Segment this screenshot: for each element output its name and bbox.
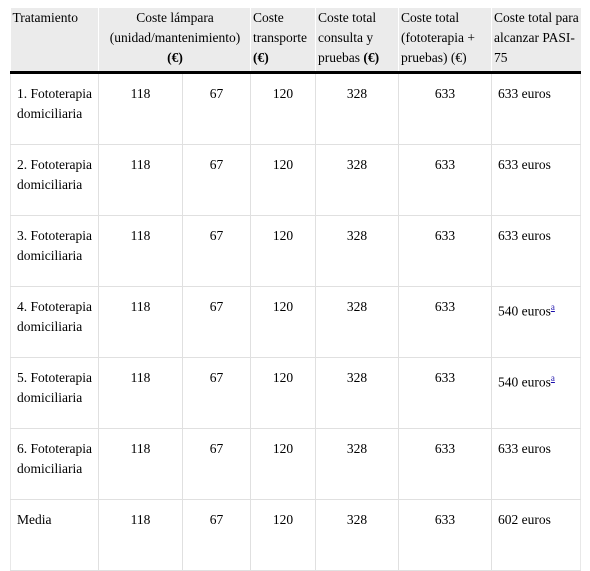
table-row: Media 118 67 120 328 633 602 euros — [10, 499, 582, 571]
cell-total: 633 — [398, 286, 492, 358]
cell-lampara-unidad: 118 — [98, 357, 183, 429]
header-coste-consulta: Coste total consulta y pruebas (€) — [315, 8, 399, 74]
cell-lampara-unidad: 118 — [98, 144, 183, 216]
cell-transporte: 120 — [250, 72, 316, 145]
header-tratamiento: Tratamiento — [10, 8, 99, 74]
cell-pasi: 633 euros — [491, 428, 582, 500]
cell-consulta: 328 — [315, 499, 399, 571]
cell-lampara-unidad: 118 — [98, 428, 183, 500]
cell-total: 633 — [398, 357, 492, 429]
cell-pasi: 540 eurosa — [491, 286, 582, 358]
cell-transporte: 120 — [250, 499, 316, 571]
cell-total: 633 — [398, 215, 492, 287]
cell-tratamiento: 2. Fototerapia domiciliaria — [10, 144, 99, 216]
cell-lampara-mantenimiento: 67 — [181, 72, 251, 145]
cell-total: 633 — [398, 428, 492, 500]
cell-consulta: 328 — [315, 286, 399, 358]
cell-consulta: 328 — [315, 144, 399, 216]
header-coste-transporte: Coste transporte (€) — [250, 8, 316, 74]
header-coste-lampara: Coste lámpara (unidad/mantenimiento) (€) — [97, 8, 251, 74]
cell-tratamiento: 1. Fototerapia domiciliaria — [10, 72, 99, 145]
table-row: 6. Fototerapia domiciliaria 118 67 120 328 63… — [10, 428, 582, 500]
table-row: 1. Fototerapia domiciliaria 118 67 120 328 63… — [10, 72, 582, 145]
table-body: 1. Fototerapia domiciliaria 118 67 120 328 63… — [10, 72, 582, 571]
cell-lampara-mantenimiento: 67 — [181, 357, 251, 429]
cell-tratamiento: 6. Fototerapia domiciliaria — [10, 428, 99, 500]
cell-transporte: 120 — [250, 286, 316, 358]
footnote-link[interactable]: a — [550, 373, 555, 383]
cell-lampara-unidad: 118 — [98, 215, 183, 287]
cell-total: 633 — [398, 72, 492, 145]
cell-transporte: 120 — [250, 357, 316, 429]
cell-consulta: 328 — [315, 428, 399, 500]
cell-tratamiento: 5. Fototerapia domiciliaria — [10, 357, 99, 429]
cell-pasi: 540 eurosa — [491, 357, 582, 429]
cell-lampara-mantenimiento: 67 — [181, 144, 251, 216]
table-row: 5. Fototerapia domiciliaria 118 67 120 328 63… — [10, 357, 582, 429]
table-row: 4. Fototerapia domiciliaria 118 67 120 328 63… — [10, 286, 582, 358]
cell-transporte: 120 — [250, 215, 316, 287]
cell-consulta: 328 — [315, 215, 399, 287]
cell-tratamiento: Media — [10, 499, 99, 571]
cell-lampara-mantenimiento: 67 — [181, 428, 251, 500]
cost-table: Tratamiento Coste lámpara (unidad/manten… — [10, 8, 582, 571]
cell-tratamiento: 3. Fototerapia domiciliaria — [10, 215, 99, 287]
table-row: 3. Fototerapia domiciliaria 118 67 120 328 63… — [10, 215, 582, 287]
cell-pasi: 633 euros — [491, 144, 582, 216]
cell-lampara-mantenimiento: 67 — [181, 286, 251, 358]
cell-total: 633 — [398, 144, 492, 216]
cell-pasi: 602 euros — [491, 499, 582, 571]
cell-transporte: 120 — [250, 428, 316, 500]
header-coste-total-fototerapia: Coste total (fototerapia + pruebas) (€) — [398, 8, 492, 74]
cell-lampara-mantenimiento: 67 — [181, 499, 251, 571]
header-coste-pasi: Coste total para alcanzar PASI-75 — [491, 8, 581, 74]
cell-total: 633 — [398, 499, 492, 571]
cell-consulta: 328 — [315, 357, 399, 429]
cell-lampara-mantenimiento: 67 — [181, 215, 251, 287]
cell-consulta: 328 — [315, 72, 399, 145]
cell-lampara-unidad: 118 — [98, 499, 183, 571]
table-row: 2. Fototerapia domiciliaria 118 67 120 328 63… — [10, 144, 582, 216]
table-header: Tratamiento Coste lámpara (unidad/manten… — [10, 8, 581, 74]
footnote-link[interactable]: a — [550, 302, 555, 312]
cell-lampara-unidad: 118 — [98, 72, 183, 145]
cell-pasi: 633 euros — [491, 215, 582, 287]
cell-lampara-unidad: 118 — [98, 286, 183, 358]
cell-pasi: 633 euros — [491, 72, 582, 145]
cell-tratamiento: 4. Fototerapia domiciliaria — [10, 286, 99, 358]
cell-transporte: 120 — [250, 144, 316, 216]
